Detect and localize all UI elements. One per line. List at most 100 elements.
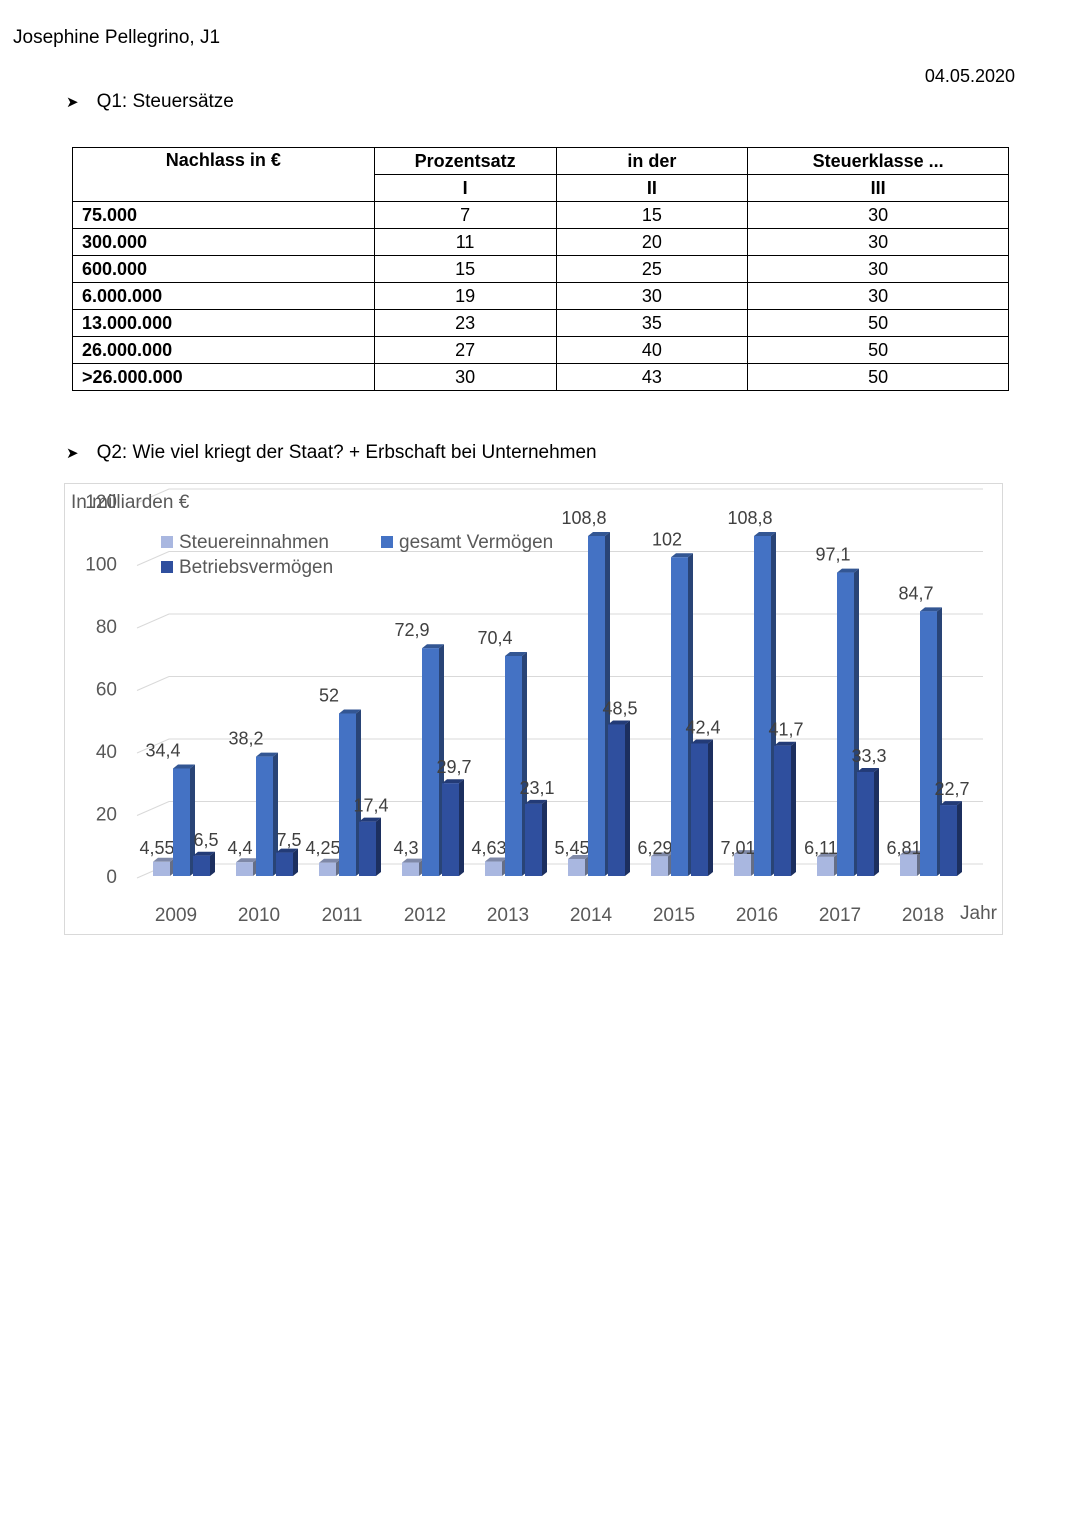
bar <box>359 821 376 876</box>
cell-class-i: 11 <box>373 228 557 256</box>
data-label: 33,3 <box>851 746 886 766</box>
data-label: 4,25 <box>305 838 340 858</box>
bar <box>442 783 459 876</box>
bar-side <box>791 741 796 876</box>
data-label: 22,7 <box>934 779 969 799</box>
q1-heading: ➤ Q1: Steuersätze <box>66 91 234 113</box>
bar-side <box>957 801 962 876</box>
bar-top <box>651 852 673 857</box>
cell-class-ii: 40 <box>555 336 749 364</box>
bar <box>422 648 439 876</box>
cell-class-i: 15 <box>373 255 557 283</box>
gridline <box>136 551 983 566</box>
bar-top <box>568 854 590 859</box>
bar-top <box>774 741 796 746</box>
cell-class-i: 19 <box>373 282 557 310</box>
q2-heading: ➤ Q2: Wie viel kriegt der Staat? + Erbsc… <box>66 442 597 464</box>
cell-nachlass: >26.000.000 <box>72 363 375 391</box>
bar-top <box>817 852 839 857</box>
gridline <box>136 676 983 691</box>
bar <box>671 557 688 876</box>
gridline <box>136 738 983 754</box>
legend-swatch <box>161 561 173 573</box>
cell-nachlass: 600.000 <box>72 255 375 283</box>
x-tick-label: 2010 <box>238 905 280 926</box>
bar-top <box>153 857 175 862</box>
bar <box>173 768 190 876</box>
cell-class-iii: 30 <box>747 228 1009 256</box>
data-label: 4,3 <box>393 838 418 858</box>
class-label-ii: II <box>555 174 749 202</box>
data-label: 6,81 <box>886 838 921 858</box>
bar-top <box>588 532 610 536</box>
bar-top <box>608 720 630 725</box>
cell-nachlass: 75.000 <box>72 201 375 229</box>
y-tick-label: 100 <box>85 555 117 576</box>
cell-class-i: 23 <box>373 309 557 337</box>
group-header-steuerklasse: Steuerklasse ... <box>747 147 1009 175</box>
bar-top <box>193 851 215 856</box>
bar-top <box>236 858 258 863</box>
legend-swatch <box>381 536 393 548</box>
data-label: 4,55 <box>139 838 174 858</box>
bar-top <box>691 739 713 744</box>
data-label: 84,7 <box>898 583 933 603</box>
bar-top <box>857 767 879 772</box>
bar-top <box>173 764 195 769</box>
cell-class-iii: 30 <box>747 201 1009 229</box>
data-label: 97,1 <box>815 545 850 565</box>
cell-class-i: 30 <box>373 363 557 391</box>
bar-top <box>920 607 942 612</box>
bar-top <box>900 850 922 855</box>
y-tick-label: 20 <box>96 805 117 826</box>
y-tick-label: 80 <box>96 617 117 638</box>
table-row: 6.000.000 19 30 30 <box>72 282 1009 310</box>
cell-class-iii: 30 <box>747 282 1009 310</box>
bar <box>608 724 625 876</box>
bar-top <box>319 858 341 863</box>
x-tick-label: 2013 <box>487 905 529 926</box>
table-row: 75.000 7 15 30 <box>72 201 1009 229</box>
data-label: 5,45 <box>554 838 589 858</box>
data-label: 6,29 <box>637 838 672 858</box>
gridline <box>136 613 983 629</box>
bar-top <box>505 652 527 656</box>
data-label: 7,01 <box>720 838 755 858</box>
bar <box>754 536 771 876</box>
cell-class-ii: 30 <box>555 282 749 310</box>
legend-swatch <box>161 536 173 548</box>
bar-side <box>376 817 381 876</box>
data-label: 34,4 <box>145 741 180 761</box>
legend-label: Betriebsvermögen <box>179 557 333 578</box>
document-date: 04.05.2020 <box>924 66 1015 86</box>
data-label: 23,1 <box>519 778 554 798</box>
bar-side <box>625 720 630 876</box>
group-header-prozentsatz: Prozentsatz <box>373 147 557 175</box>
data-label: 17,4 <box>353 796 388 816</box>
bar-top <box>940 801 962 806</box>
bar <box>193 855 210 876</box>
y-axis-label: In milliarden € <box>71 492 190 513</box>
bar-top <box>734 850 756 855</box>
bar-top <box>485 857 507 862</box>
bar-top <box>256 752 278 757</box>
data-label: 42,4 <box>685 718 720 738</box>
bar <box>525 803 542 876</box>
bar <box>505 656 522 876</box>
tax-rate-table: Nachlass in € Prozentsatz in der Steuerk… <box>72 147 1009 391</box>
bar <box>236 862 253 876</box>
data-label: 7,5 <box>276 830 301 850</box>
x-tick-label: 2018 <box>902 905 944 926</box>
bar <box>734 854 751 876</box>
data-label: 48,5 <box>602 698 637 718</box>
x-tick-label: 2011 <box>322 905 363 926</box>
x-tick-label: 2016 <box>736 905 778 926</box>
bar-top <box>442 779 464 784</box>
y-tick-label: 0 <box>106 867 117 888</box>
data-label: 108,8 <box>561 508 606 528</box>
bar-top <box>422 644 444 649</box>
data-label: 102 <box>652 529 682 549</box>
bar <box>402 862 419 876</box>
y-tick-label: 60 <box>96 680 117 701</box>
